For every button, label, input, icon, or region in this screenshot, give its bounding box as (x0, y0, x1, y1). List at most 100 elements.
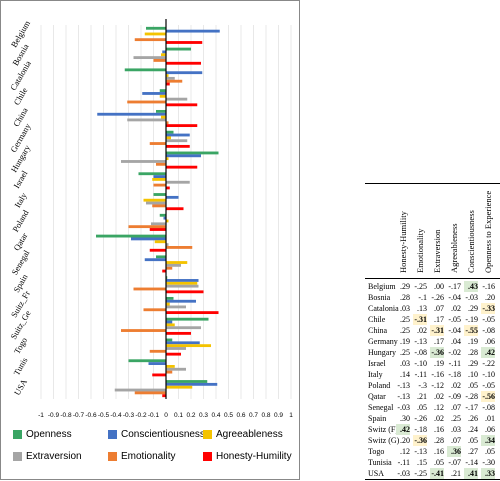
table-cell: .27 (468, 447, 478, 456)
table-cell: .01 (485, 414, 495, 423)
correlation-table: Honesty-Humility Emotionality Extraversion… (365, 183, 500, 481)
bar-openness-israel (138, 172, 166, 176)
bar-agreeableness-suitz-ge (166, 323, 175, 327)
bar-honesty-humility-china (166, 124, 198, 128)
table-cell: -.10 (482, 370, 495, 379)
table-cell: -.36 (430, 347, 444, 358)
bar-openness-usa (166, 380, 208, 383)
table-row: Qatar -.13 .21 .02 -.09 -.28 -.56 (365, 391, 500, 402)
bar-conscientiousness-china (97, 112, 166, 116)
bar-extraversion-china (127, 118, 166, 122)
table-cell: -.04 (448, 293, 461, 302)
bar-extraversion-poland (151, 222, 166, 226)
bar-emotionality-usa (134, 391, 166, 395)
bar-extraversion-hungary (121, 160, 166, 163)
bar-conscientiousness-hungary (166, 154, 201, 158)
bar-honesty-humility-israel (166, 186, 170, 190)
row-country: Chile (368, 315, 386, 324)
bar-agreeableness-israel (152, 177, 166, 181)
table-cell: -.07 (448, 458, 461, 467)
bar-honesty-humility-chile (166, 103, 198, 107)
category-label: Poland (10, 208, 31, 234)
row-country: Qatar (368, 392, 386, 401)
bar-emotionality-bosnia (153, 59, 166, 62)
table-cell: -.02 (448, 348, 461, 357)
row-country: Bosnia (368, 293, 391, 302)
x-tick-label: 0.8 (261, 412, 270, 419)
bar-emotionality-italy (152, 204, 166, 208)
bar-extraversion-suitz-fr (166, 305, 186, 309)
bar-openness-hungary (166, 151, 219, 155)
table-cell: .02 (434, 392, 444, 401)
table-cell: .28 (434, 436, 444, 445)
table-cell: -.1 (418, 293, 427, 302)
table-cell: .04 (451, 337, 461, 346)
table-cell: .05 (468, 436, 478, 445)
bar-honesty-humility-bosnia (166, 61, 201, 65)
bar-extraversion-qatar (166, 243, 169, 247)
x-tick-label: -0.4 (110, 412, 122, 419)
table-cell: -.26 (431, 293, 444, 302)
x-tick-label: -0.1 (148, 412, 160, 419)
table-cell: .34 (481, 435, 495, 446)
bar-emotionality-senegal (166, 266, 173, 270)
legend-label: Agreeableness (216, 429, 283, 440)
table-cell: .21 (417, 392, 427, 401)
table-cell: -.18 (448, 370, 461, 379)
table-cell: -.31 (430, 325, 444, 336)
table-cell: -.19 (465, 315, 478, 324)
bar-agreeableness-spain (166, 281, 198, 285)
table-cell: .28 (468, 348, 478, 357)
column-header: Extraversion (432, 229, 442, 273)
table-cell: -.12 (431, 381, 444, 390)
table-cell: .29 (468, 304, 478, 313)
bar-openness-suitz-ge (166, 317, 209, 321)
bar-extraversion-italy (146, 201, 166, 205)
bar-extraversion-senegal (166, 263, 181, 267)
table-cell: .16 (434, 425, 444, 434)
bar-emotionality-china (166, 121, 169, 125)
bar-conscientiousness-catalonia (166, 71, 203, 75)
bar-conscientiousness-italy (166, 195, 179, 199)
table-cell: -.03 (397, 469, 410, 478)
bar-emotionality-hungary (156, 162, 166, 166)
legend-label: Extraversion (26, 451, 82, 462)
bar-openness-belgium (146, 26, 166, 30)
bar-emotionality-catalonia (166, 79, 183, 83)
legend-label: Honesty-Humility (216, 451, 292, 462)
x-tick-label: 0.7 (249, 412, 258, 419)
table-cell: .19 (468, 337, 478, 346)
table-cell: -.04 (448, 326, 461, 335)
table-cell: .05 (417, 403, 427, 412)
x-tick-label: 0.9 (274, 412, 283, 419)
bar-extraversion-chile (166, 97, 188, 101)
table-cell: -.17 (448, 282, 461, 291)
table-row: Belgium .29 -.25 .00 -.17.43 -.16 (365, 281, 500, 292)
table-cell: -.09 (448, 392, 461, 401)
table-cell: .02 (451, 381, 461, 390)
bar-emotionality-togo (149, 349, 166, 353)
bar-chart-panel: Belgium Bosnia Catalonia Chile China Germany H… (0, 0, 300, 480)
category-label: Italy (12, 190, 29, 209)
row-country: Poland (368, 381, 391, 390)
bar-agreeableness-qatar (154, 240, 166, 244)
legend-swatch (203, 452, 212, 461)
bar-agreeableness-senegal (166, 261, 188, 264)
table-cell: .02 (434, 414, 444, 423)
bar-openness-china (156, 109, 166, 113)
table-row: Hungary .25 -.08 -.36 -.02 .28.42 (365, 347, 500, 358)
bar-extraversion-suitz-ge (166, 326, 201, 330)
table-cell: -.25 (414, 282, 427, 291)
table-cell: -.05 (482, 315, 495, 324)
row-country: Israel (368, 359, 386, 368)
bar-extraversion-germany (166, 139, 188, 143)
row-country: Hungary (368, 348, 396, 357)
bar-conscientiousness-belgium (166, 29, 220, 33)
bar-honesty-humility-belgium (166, 41, 203, 44)
table-cell: .03 (400, 304, 410, 313)
bar-agreeableness-hungary (166, 157, 169, 161)
bar-openness-germany (166, 130, 174, 134)
table-cell: -.31 (413, 314, 427, 325)
x-tick-label: -0.6 (85, 412, 97, 419)
table-cell: .05 (434, 458, 444, 467)
